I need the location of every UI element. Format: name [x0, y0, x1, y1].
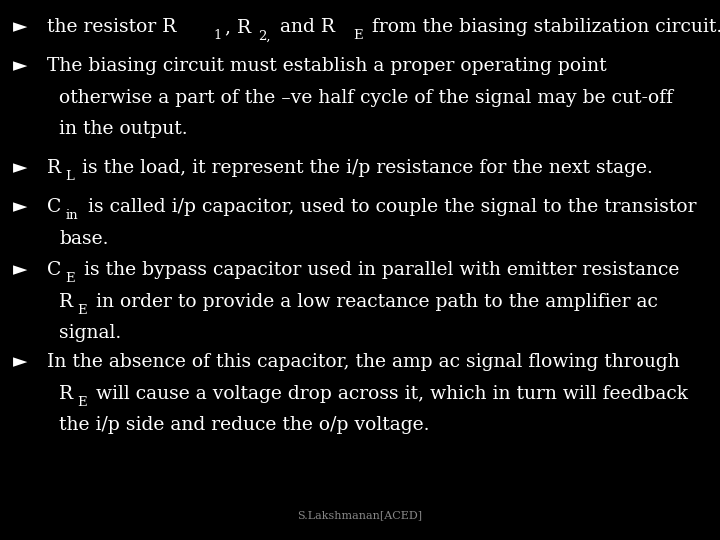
Text: R: R [47, 159, 61, 177]
Text: otherwise a part of the –ve half cycle of the signal may be cut-off: otherwise a part of the –ve half cycle o… [59, 89, 673, 106]
Text: ►: ► [13, 159, 27, 177]
Text: C: C [47, 198, 61, 216]
Text: in the output.: in the output. [59, 120, 188, 138]
Text: the i/p side and reduce the o/p voltage.: the i/p side and reduce the o/p voltage. [59, 416, 430, 434]
Text: L: L [65, 170, 74, 183]
Text: E: E [66, 272, 75, 286]
Text: In the absence of this capacitor, the amp ac signal flowing through: In the absence of this capacitor, the am… [47, 353, 680, 371]
Text: E: E [353, 29, 363, 43]
Text: ►: ► [13, 18, 27, 36]
Text: C: C [47, 261, 61, 279]
Text: ►: ► [13, 261, 27, 279]
Text: in: in [66, 209, 78, 222]
Text: in order to provide a low reactance path to the amplifier ac: in order to provide a low reactance path… [90, 293, 657, 310]
Text: is called i/p capacitor, used to couple the signal to the transistor: is called i/p capacitor, used to couple … [81, 198, 696, 216]
Text: signal.: signal. [59, 324, 121, 342]
Text: is the load, it represent the i/p resistance for the next stage.: is the load, it represent the i/p resist… [76, 159, 653, 177]
Text: base.: base. [59, 230, 109, 247]
Text: 2,: 2, [258, 29, 271, 43]
Text: 1: 1 [214, 29, 222, 43]
Text: R: R [59, 293, 73, 310]
Text: S.Lakshmanan[ACED]: S.Lakshmanan[ACED] [297, 510, 423, 521]
Text: the resistor R: the resistor R [47, 18, 176, 36]
Text: and R: and R [274, 18, 336, 36]
Text: from the biasing stabilization circuit.: from the biasing stabilization circuit. [366, 18, 720, 36]
Text: The biasing circuit must establish a proper operating point: The biasing circuit must establish a pro… [47, 57, 606, 75]
Text: will cause a voltage drop across it, which in turn will feedback: will cause a voltage drop across it, whi… [90, 384, 688, 402]
Text: ►: ► [13, 57, 27, 75]
Text: ►: ► [13, 198, 27, 216]
Text: E: E [77, 303, 87, 317]
Text: R: R [59, 384, 73, 402]
Text: , R: , R [225, 18, 251, 36]
Text: E: E [77, 395, 87, 409]
Text: ►: ► [13, 353, 27, 371]
Text: is the bypass capacitor used in parallel with emitter resistance: is the bypass capacitor used in parallel… [78, 261, 679, 279]
